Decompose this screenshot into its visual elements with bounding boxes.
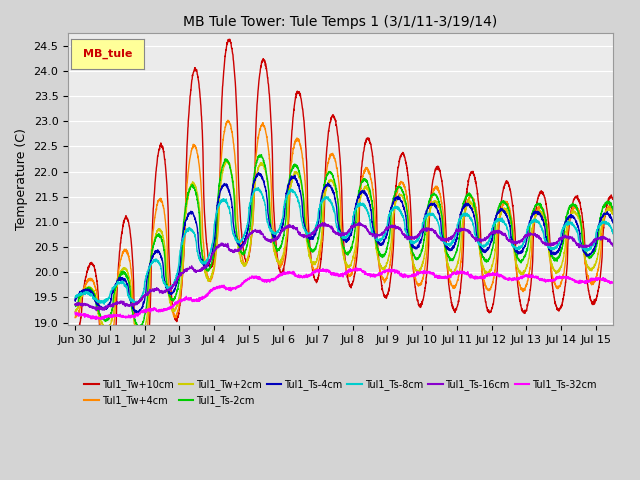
Tul1_Tw+2cm — [71, 309, 79, 314]
Tul1_Ts-4cm — [164, 289, 172, 295]
Line: Tul1_Ts-16cm: Tul1_Ts-16cm — [75, 222, 613, 311]
Tul1_Ts-4cm — [255, 170, 262, 176]
Tul1_Ts-16cm — [355, 219, 363, 225]
Tul1_Tw+10cm — [226, 36, 234, 42]
Tul1_Ts-8cm — [609, 231, 617, 237]
Tul1_Ts-32cm — [541, 276, 548, 282]
Tul1_Ts-16cm — [164, 287, 172, 292]
Line: Tul1_Tw+2cm: Tul1_Tw+2cm — [75, 159, 613, 338]
Tul1_Ts-4cm — [278, 226, 285, 232]
Tul1_Ts-4cm — [301, 225, 309, 230]
Tul1_Ts-4cm — [541, 225, 548, 231]
Tul1_Ts-2cm — [301, 221, 309, 227]
Tul1_Tw+4cm — [71, 315, 79, 321]
Tul1_Ts-32cm — [92, 316, 100, 322]
Tul1_Tw+4cm — [599, 223, 607, 229]
Tul1_Ts-2cm — [164, 288, 172, 294]
Tul1_Ts-4cm — [132, 309, 140, 315]
Tul1_Ts-8cm — [164, 286, 172, 291]
Tul1_Ts-16cm — [301, 232, 308, 238]
Tul1_Tw+2cm — [599, 217, 607, 223]
Tul1_Tw+10cm — [609, 196, 617, 202]
Line: Tul1_Tw+4cm: Tul1_Tw+4cm — [75, 120, 613, 353]
Tul1_Tw+4cm — [132, 335, 140, 341]
Legend: Tul1_Tw+10cm, Tul1_Tw+4cm, Tul1_Tw+2cm, Tul1_Ts-2cm, Tul1_Ts-4cm, Tul1_Ts-8cm, T: Tul1_Tw+10cm, Tul1_Tw+4cm, Tul1_Tw+2cm, … — [81, 375, 600, 410]
Title: MB Tule Tower: Tule Temps 1 (3/1/11-3/19/14): MB Tule Tower: Tule Temps 1 (3/1/11-3/19… — [184, 15, 498, 29]
Tul1_Tw+2cm — [609, 211, 617, 216]
Tul1_Tw+4cm — [164, 281, 172, 287]
Tul1_Ts-16cm — [71, 301, 79, 307]
Tul1_Tw+4cm — [541, 212, 548, 217]
Tul1_Ts-4cm — [609, 220, 617, 226]
Tul1_Ts-4cm — [134, 311, 142, 316]
Tul1_Ts-8cm — [132, 299, 140, 304]
Tul1_Ts-16cm — [609, 243, 617, 249]
Tul1_Tw+4cm — [301, 178, 309, 183]
Tul1_Ts-16cm — [599, 235, 607, 241]
Tul1_Tw+4cm — [609, 208, 617, 214]
Tul1_Ts-16cm — [541, 240, 548, 246]
Tul1_Ts-32cm — [599, 276, 607, 282]
Tul1_Ts-8cm — [599, 220, 607, 226]
Tul1_Ts-8cm — [541, 235, 548, 241]
Tul1_Tw+10cm — [105, 387, 113, 393]
Line: Tul1_Ts-4cm: Tul1_Ts-4cm — [75, 173, 613, 313]
Tul1_Tw+4cm — [224, 117, 232, 123]
Tul1_Ts-8cm — [254, 185, 262, 191]
Tul1_Tw+2cm — [132, 327, 140, 333]
Tul1_Tw+10cm — [164, 234, 172, 240]
Line: Tul1_Ts-32cm: Tul1_Ts-32cm — [75, 268, 613, 319]
Tul1_Ts-32cm — [609, 280, 617, 286]
Tul1_Ts-8cm — [100, 301, 108, 307]
Tul1_Ts-32cm — [301, 273, 308, 279]
Tul1_Tw+2cm — [301, 212, 309, 218]
Tul1_Tw+10cm — [71, 326, 79, 332]
Tul1_Ts-2cm — [278, 241, 285, 247]
Tul1_Ts-8cm — [71, 295, 79, 300]
Tul1_Ts-8cm — [278, 219, 285, 225]
Tul1_Tw+2cm — [223, 156, 231, 162]
Tul1_Ts-16cm — [132, 300, 140, 305]
Tul1_Ts-16cm — [278, 229, 285, 235]
Tul1_Ts-32cm — [71, 310, 79, 315]
Tul1_Ts-2cm — [135, 325, 143, 331]
Tul1_Ts-2cm — [609, 207, 617, 213]
Tul1_Ts-4cm — [599, 214, 607, 219]
Tul1_Tw+2cm — [164, 292, 172, 298]
Y-axis label: Temperature (C): Temperature (C) — [15, 128, 28, 230]
Tul1_Tw+10cm — [278, 271, 285, 277]
Tul1_Ts-2cm — [258, 152, 266, 157]
Tul1_Ts-32cm — [164, 306, 172, 312]
Tul1_Tw+10cm — [599, 233, 607, 239]
Tul1_Tw+4cm — [138, 350, 146, 356]
Tul1_Ts-8cm — [301, 227, 309, 233]
Tul1_Ts-16cm — [93, 308, 100, 313]
Tul1_Tw+2cm — [278, 257, 285, 263]
Tul1_Tw+4cm — [278, 262, 285, 267]
Tul1_Tw+10cm — [132, 351, 140, 357]
Tul1_Ts-32cm — [278, 272, 285, 278]
Tul1_Ts-4cm — [71, 296, 79, 302]
Tul1_Ts-32cm — [353, 265, 360, 271]
Line: Tul1_Ts-8cm: Tul1_Ts-8cm — [75, 188, 613, 304]
Tul1_Ts-2cm — [599, 205, 607, 211]
Tul1_Tw+2cm — [541, 217, 548, 223]
Tul1_Tw+10cm — [541, 195, 548, 201]
Tul1_Ts-32cm — [132, 312, 140, 318]
Tul1_Ts-2cm — [132, 320, 140, 326]
Tul1_Ts-2cm — [541, 213, 548, 219]
Tul1_Ts-2cm — [71, 302, 79, 308]
Line: Tul1_Ts-2cm: Tul1_Ts-2cm — [75, 155, 613, 328]
Line: Tul1_Tw+10cm: Tul1_Tw+10cm — [75, 39, 613, 390]
Tul1_Tw+10cm — [301, 132, 309, 137]
Tul1_Tw+2cm — [137, 335, 145, 341]
